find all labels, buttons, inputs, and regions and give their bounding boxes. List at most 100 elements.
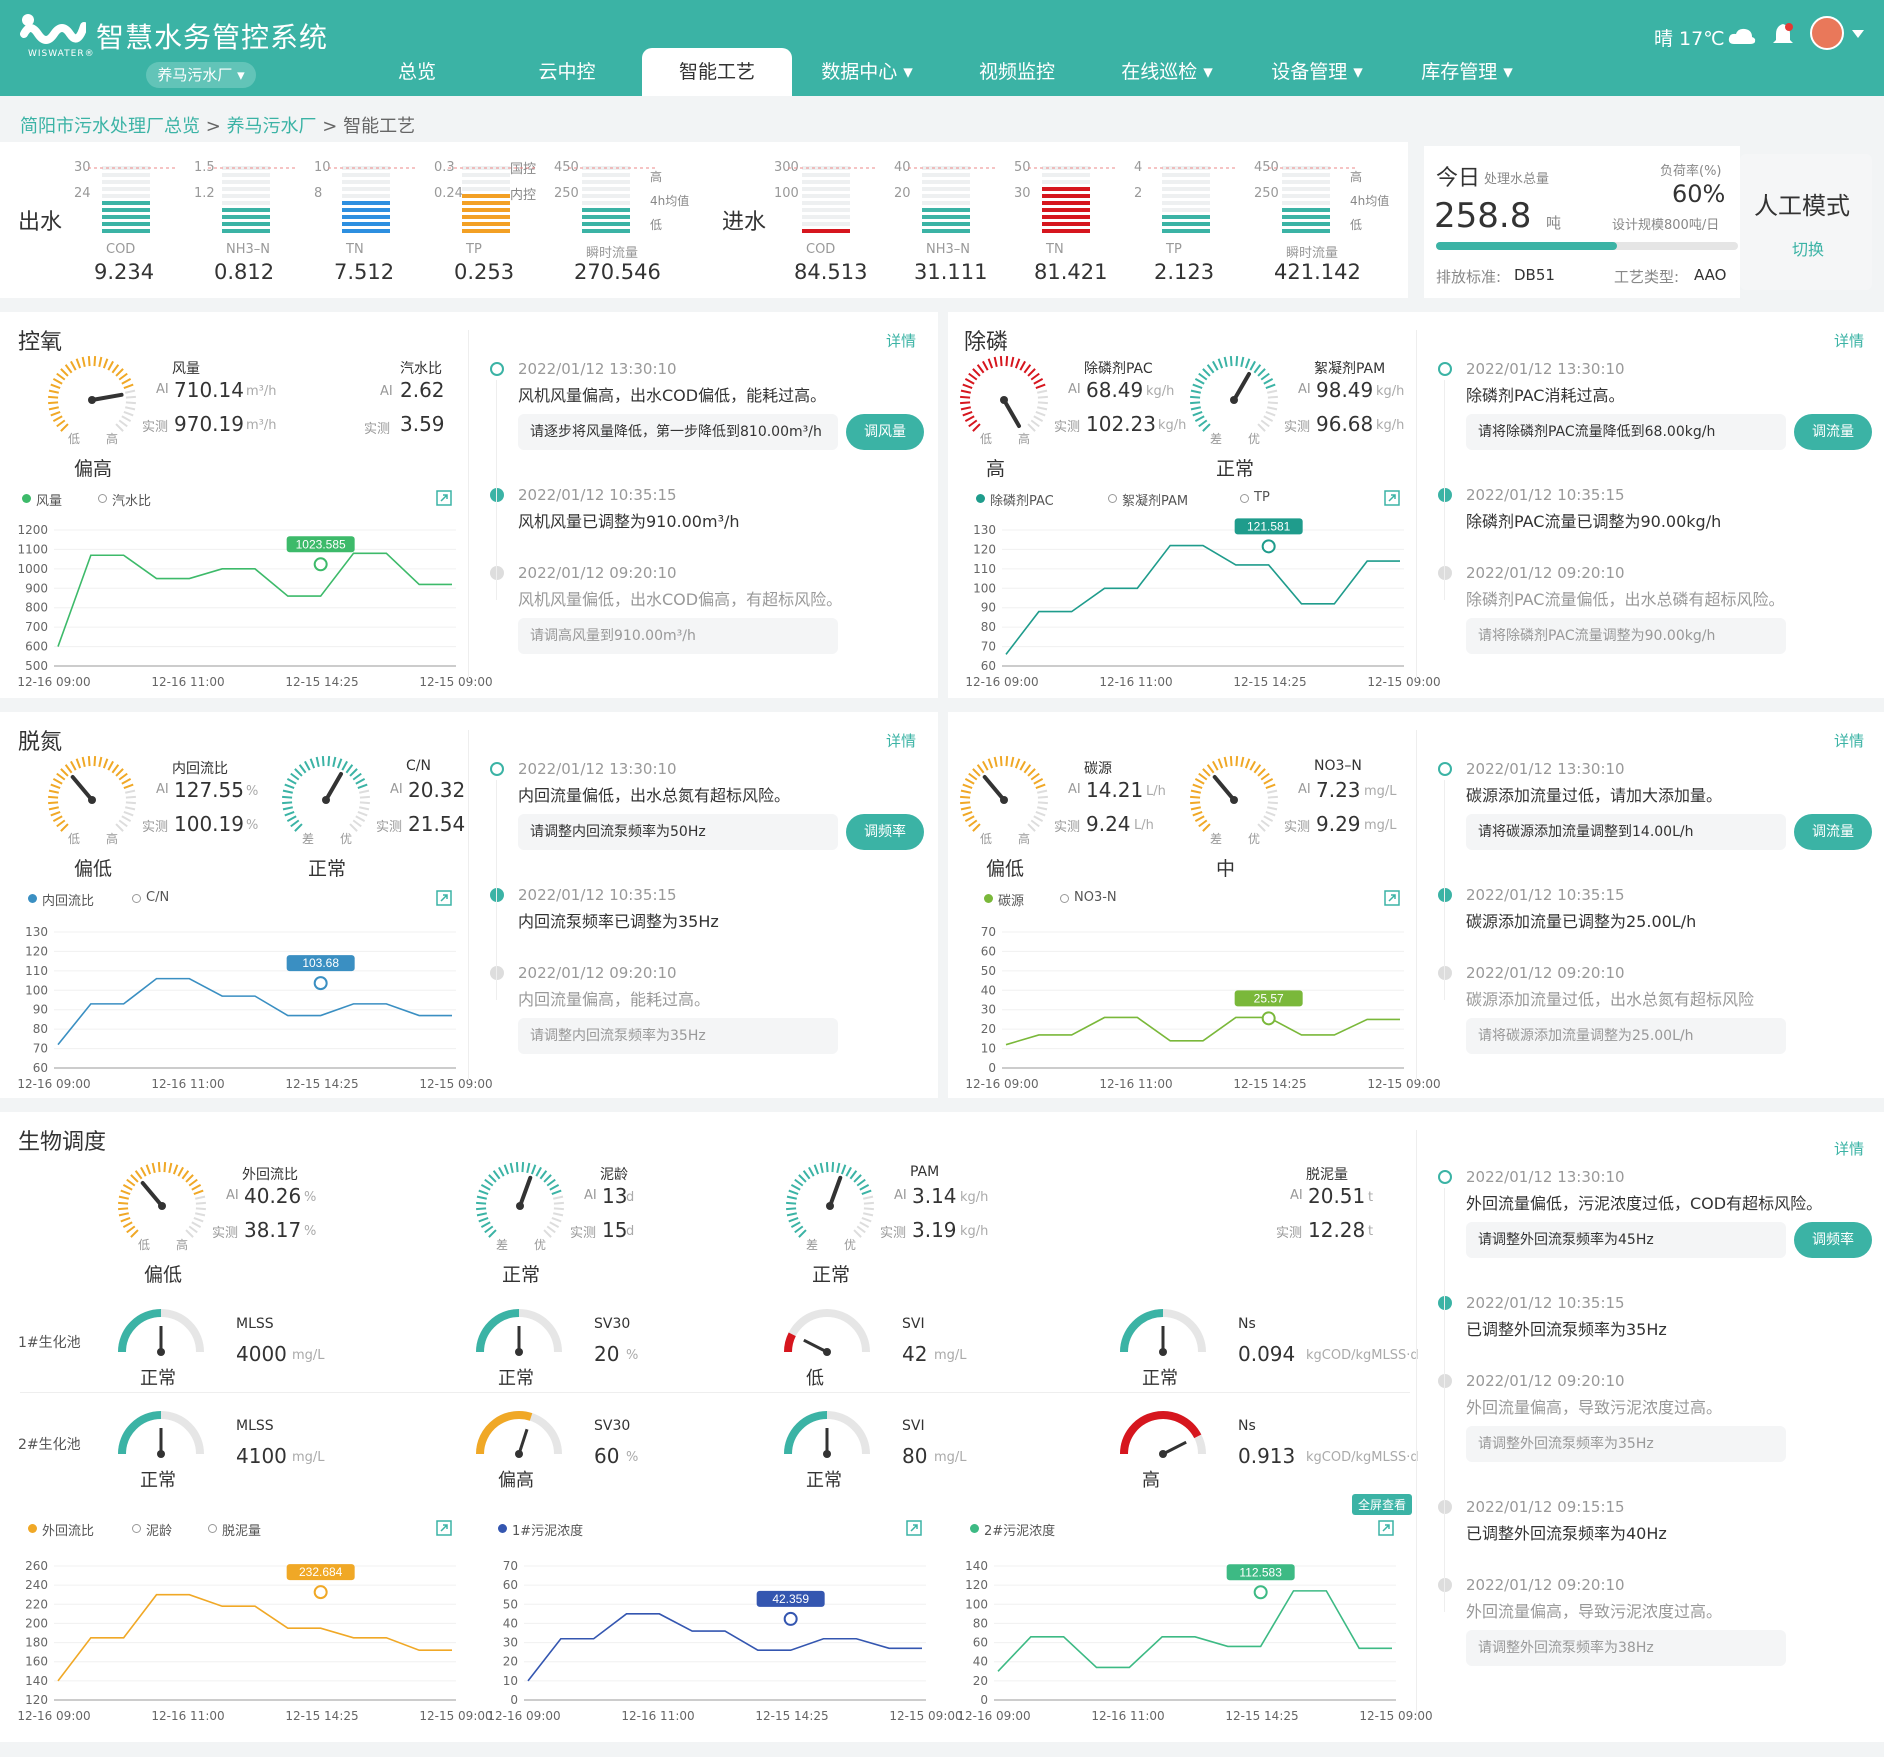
fullscreen-button[interactable]: 全屏查看 <box>1352 1494 1413 1515</box>
inflow-2-bar-segment <box>1042 201 1090 205</box>
bio3-x-tick-label: 12-15 14:25 <box>1225 1709 1298 1723</box>
phos-detail-link[interactable]: 详情 <box>1834 332 1865 350</box>
nav-equipment[interactable]: 设备管理 ▾ <box>1271 61 1363 83</box>
nav-overview[interactable]: 总览 <box>397 61 436 83</box>
carbon-source-gauge-tick <box>1033 815 1044 822</box>
breadcrumb-plant[interactable]: 养马污水厂 <box>226 116 317 137</box>
oxygen-airflow-ai-unit: m³/h <box>246 384 277 399</box>
bio-timeline-time: 2022/01/12 09:15:15 <box>1466 1498 1625 1516</box>
nav-video[interactable]: 视频监控 <box>978 61 1055 83</box>
denit-detail-link[interactable]: 详情 <box>886 732 917 750</box>
carbon-no3-gauge-tick <box>1212 760 1219 771</box>
nav-inventory[interactable]: 库存管理 ▾ <box>1421 61 1513 83</box>
nav-smart-process[interactable]: 智能工艺 <box>642 48 792 96</box>
std-national-label: 国控 <box>510 162 537 177</box>
carbon-detail-link[interactable]: 详情 <box>1834 732 1865 750</box>
bio-action-button[interactable]: 调频率 <box>1794 1222 1872 1258</box>
bio-top-2-gauge-tick <box>825 1162 829 1173</box>
inflow-0-level-bars <box>788 166 878 233</box>
phos-pac-gauge-tick <box>1035 410 1046 417</box>
outflow-1-bar-segment <box>222 222 270 226</box>
avatar[interactable] <box>1810 16 1844 50</box>
carbon-no3-gauge-tick <box>1202 768 1211 777</box>
expand-icon[interactable] <box>436 490 452 506</box>
bio-top-0-actual-label: 实测 <box>212 1226 239 1241</box>
nav-cloud-control[interactable]: 云中控 <box>538 61 596 83</box>
bio-top-1-gauge-tick <box>476 1201 487 1205</box>
bio1-legend-dot <box>208 1524 217 1533</box>
phos-pac-gauge-hub <box>1000 396 1008 404</box>
phos-pac-gauge-tick <box>972 423 981 432</box>
inflow-0-bar-segment <box>802 201 850 205</box>
bio-top-0-gauge-tick <box>195 1195 206 1200</box>
denit-cn-status: 正常 <box>308 858 347 880</box>
carbon-action-button[interactable]: 调流量 <box>1794 814 1872 850</box>
inflow-3-bar-segment <box>1162 201 1210 205</box>
carbon-source-gauge-tick <box>1037 789 1048 794</box>
bell-icon[interactable] <box>1772 22 1794 48</box>
bio1-legend-dot <box>28 1524 37 1533</box>
bio-top-1-gauge-tick <box>488 1229 497 1238</box>
denit-y-tick-label: 60 <box>33 1061 48 1075</box>
oxygen-detail-link[interactable]: 详情 <box>886 332 917 350</box>
denit-timeline-dot <box>490 888 504 902</box>
bio-detail-link[interactable]: 详情 <box>1834 1140 1865 1158</box>
expand-icon[interactable] <box>1384 890 1400 906</box>
expand-frame <box>436 1520 452 1536</box>
oxygen-chart: 1200 1100 1000 900 800 700 600 500 12-16 09:00 12… <box>17 523 492 689</box>
bio3-y-tick-label: 20 <box>973 1674 988 1688</box>
oxygen-airflow-gauge-tick <box>52 415 63 422</box>
chevron-down-icon[interactable] <box>1852 30 1864 38</box>
bio2-y-tick-label: 70 <box>503 1559 518 1573</box>
denit-cn-gauge-tick <box>359 789 370 794</box>
denit-internal-gauge-tick <box>125 801 136 805</box>
oxygen-y-tick-label: 1100 <box>17 542 48 556</box>
expand-icon[interactable] <box>1378 1520 1394 1536</box>
inflow-2-bar-segment <box>1042 229 1090 233</box>
pool2-0-status: 正常 <box>140 1470 176 1491</box>
bio-top-2-gauge-tick <box>863 1212 874 1217</box>
oxygen-y-tick-label: 800 <box>25 601 48 615</box>
denit-action-button[interactable]: 调频率 <box>846 814 924 850</box>
phos-pam-gauge-tick <box>1265 383 1276 390</box>
bio2-y-tick-label: 0 <box>510 1693 518 1707</box>
nav-data-center[interactable]: 数据中心 ▾ <box>821 61 913 83</box>
breadcrumb-root[interactable]: 简阳市污水处理厂总览 <box>20 116 200 137</box>
bio1-series-line <box>57 1593 452 1682</box>
pool1-1-semi-gauge <box>476 1309 562 1356</box>
mode-switch-link[interactable]: 切换 <box>1792 240 1825 259</box>
denit-series-line <box>57 977 452 1046</box>
oxygen-airflow-gauge-tick <box>118 419 128 428</box>
bio-top-1-gauge-tick <box>539 1170 548 1180</box>
bio-top-3-actual-unit: t <box>1368 1224 1374 1239</box>
plant-selector[interactable]: 养马污水厂 ▾ <box>146 62 256 88</box>
nav-inspection[interactable]: 在线巡检 ▾ <box>1121 61 1213 83</box>
denit-timeline-suggestion: 请调整内回流泵频率为35Hz <box>518 1018 838 1054</box>
oxygen-legend-item: 风量 <box>36 494 63 509</box>
inflow-0-bar-segment <box>802 229 850 233</box>
inflow-4-bar-segment <box>1282 208 1330 212</box>
expand-icon[interactable] <box>1384 490 1400 506</box>
pool1-3-name: Ns <box>1238 1316 1256 1332</box>
expand-arrow <box>1388 894 1396 902</box>
expand-icon[interactable] <box>906 1520 922 1536</box>
bio-top-0-gauge <box>118 1162 206 1238</box>
oxygen-airflow-gauge-tick <box>60 368 69 377</box>
expand-icon[interactable] <box>436 890 452 906</box>
denit-x-tick-label: 12-15 14:25 <box>285 1077 358 1091</box>
bio-top-1-gauge-tick <box>553 1207 564 1211</box>
expand-icon[interactable] <box>436 1520 452 1536</box>
phos-pac-gauge-tick <box>1033 415 1044 422</box>
outflow-2-bar-segment <box>342 173 390 177</box>
carbon-no3-gauge-tick <box>1229 756 1233 767</box>
carbon-no3-ai-value: 7.23 <box>1316 778 1361 802</box>
bio-top-2-gauge-tick <box>863 1207 874 1211</box>
bio2-highlight-point <box>783 1611 798 1626</box>
oxygen-action-button[interactable]: 调风量 <box>846 414 924 450</box>
carbon-source-ai-label: AI <box>1068 782 1081 797</box>
bio-timeline-message: 外回流量偏高，导致污泥浓度过高。 <box>1466 1602 1723 1621</box>
phos-action-button[interactable]: 调流量 <box>1794 414 1872 450</box>
carbon-no3-gauge-tick <box>1263 815 1274 822</box>
bio1-legend-item: 脱泥量 <box>222 1524 262 1539</box>
bio-top-1-gauge-high-label: 优 <box>534 1238 547 1252</box>
